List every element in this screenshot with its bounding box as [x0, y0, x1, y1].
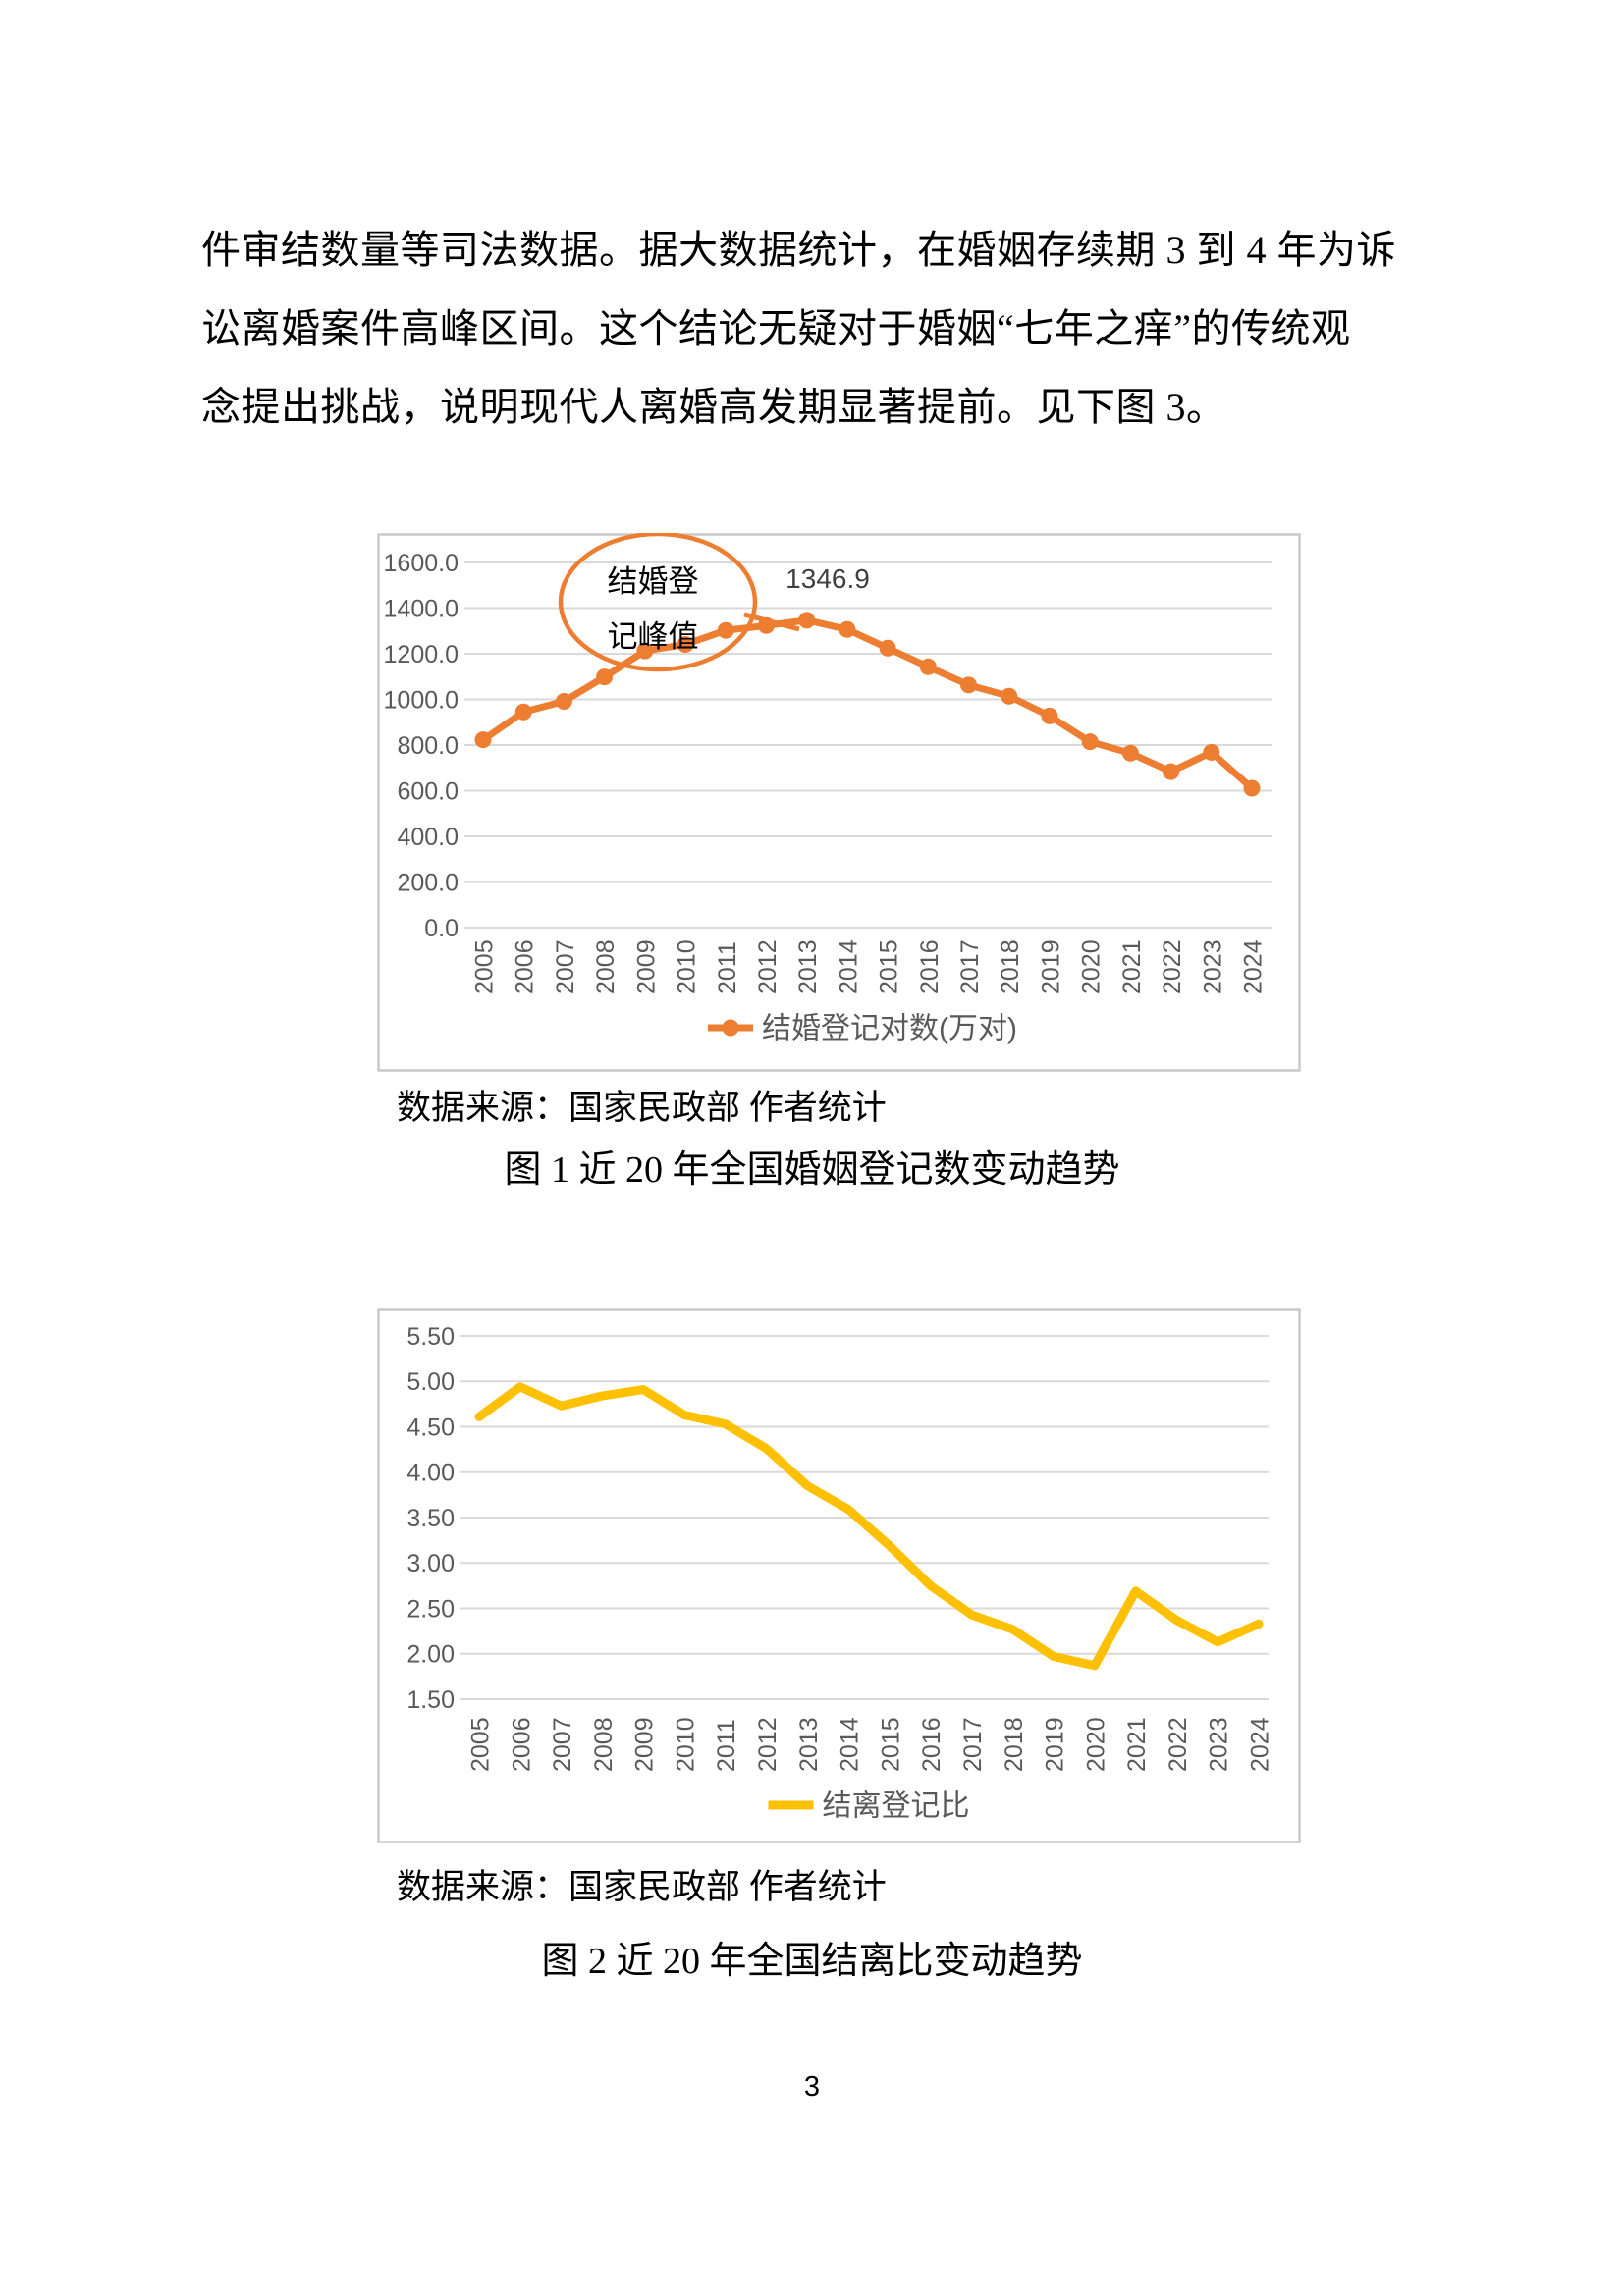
- gridlines: [464, 561, 1272, 929]
- svg-text:2011: 2011: [713, 1719, 740, 1772]
- annotation-text: 记峰值: [608, 619, 699, 654]
- svg-text:1400.0: 1400.0: [384, 595, 459, 622]
- svg-text:2019: 2019: [1042, 1717, 1069, 1772]
- svg-text:600.0: 600.0: [397, 777, 459, 805]
- svg-text:5.50: 5.50: [406, 1323, 455, 1351]
- svg-text:2015: 2015: [876, 939, 903, 994]
- svg-text:2013: 2013: [795, 1717, 823, 1772]
- peak-value-label: 1346.9: [785, 563, 870, 594]
- svg-text:2022: 2022: [1159, 939, 1186, 994]
- paragraph-line: 念提出挑战，说明现代人离婚高发期显著提前。见下图 3。: [201, 385, 1226, 429]
- paragraph-line: 讼离婚案件高峰区间。这个结论无疑对于婚姻“七年之痒”的传统观: [201, 306, 1351, 350]
- page-number: 3: [803, 2071, 821, 2103]
- svg-text:2008: 2008: [592, 939, 620, 994]
- svg-text:2.50: 2.50: [406, 1595, 455, 1623]
- svg-text:2014: 2014: [837, 1717, 864, 1772]
- svg-text:2013: 2013: [794, 939, 822, 994]
- svg-text:2009: 2009: [631, 1717, 659, 1772]
- svg-text:2024: 2024: [1240, 939, 1268, 994]
- figure2-chart-box: 1.50 2.00 2.50 3.00 3.50 4.00 4.50 5.00 5.50 2005…: [377, 1308, 1301, 1843]
- svg-text:2007: 2007: [549, 1717, 576, 1772]
- svg-text:1.50: 1.50: [406, 1686, 455, 1714]
- legend-label: 结离登记比: [823, 1790, 970, 1823]
- svg-text:2016: 2016: [916, 939, 944, 994]
- figure1-caption: 图 1 近 20 年全国婚姻登记数变动趋势: [504, 1149, 1120, 1191]
- svg-text:2014: 2014: [835, 939, 862, 994]
- figure2-caption: 图 2 近 20 年全国结离比变动趋势: [541, 1941, 1083, 1982]
- svg-text:2005: 2005: [467, 1717, 495, 1772]
- svg-text:2017: 2017: [956, 939, 984, 994]
- svg-text:2021: 2021: [1123, 1717, 1151, 1772]
- chart-border: [377, 1308, 1301, 1843]
- y-axis-labels: 0.0 200.0 400.0 600.0 800.0 1000.0 1200.0 1400.…: [384, 550, 459, 942]
- svg-text:2023: 2023: [1199, 939, 1226, 994]
- svg-text:0.0: 0.0: [424, 915, 459, 942]
- svg-text:2021: 2021: [1118, 939, 1146, 994]
- svg-text:3.50: 3.50: [406, 1505, 455, 1532]
- svg-text:1600.0: 1600.0: [384, 550, 459, 577]
- svg-text:400.0: 400.0: [397, 824, 459, 851]
- annotation-ellipse: [558, 533, 758, 672]
- svg-text:2010: 2010: [672, 1717, 699, 1772]
- svg-text:3.00: 3.00: [406, 1550, 455, 1577]
- svg-text:2020: 2020: [1078, 939, 1106, 994]
- figure2-source-note: 数据来源：国家民政部 作者统计: [397, 1868, 887, 1906]
- annotation-callout-line: [743, 612, 800, 632]
- data-line: [474, 1382, 1264, 1671]
- y-axis-labels: 1.50 2.00 2.50 3.00 3.50 4.00 4.50 5.00 5.50: [406, 1323, 455, 1714]
- paragraph-line: 件审结数量等司法数据。据大数据统计，在婚姻存续期 3 到 4 年为诉: [201, 228, 1396, 272]
- svg-text:5.00: 5.00: [406, 1368, 455, 1396]
- svg-text:4.50: 4.50: [406, 1414, 455, 1441]
- svg-text:2.00: 2.00: [406, 1641, 455, 1669]
- svg-text:2016: 2016: [918, 1717, 946, 1772]
- svg-text:2005: 2005: [471, 939, 499, 994]
- svg-text:4.00: 4.00: [406, 1460, 455, 1487]
- svg-text:2010: 2010: [674, 939, 701, 994]
- svg-text:2019: 2019: [1037, 939, 1064, 994]
- svg-text:2011: 2011: [714, 941, 741, 994]
- svg-text:2015: 2015: [877, 1717, 904, 1772]
- marriage-registrations-line-chart: 0.0 200.0 400.0 600.0 800.0 1000.0 1200.0 1400.…: [377, 533, 1301, 1072]
- svg-text:2018: 2018: [997, 939, 1024, 994]
- svg-text:2024: 2024: [1247, 1717, 1274, 1772]
- svg-text:2022: 2022: [1164, 1717, 1192, 1772]
- legend: 结婚登记对数(万对): [708, 1013, 1017, 1045]
- svg-text:2023: 2023: [1206, 1717, 1233, 1772]
- legend: 结离登记比: [768, 1790, 970, 1823]
- data-point-markers: [474, 612, 1261, 797]
- svg-text:2008: 2008: [590, 1717, 618, 1772]
- svg-text:2007: 2007: [552, 939, 579, 994]
- x-axis-labels: 2005 2006 2007 2008 2009 2010 2011 2012 2013 2014…: [467, 1717, 1274, 1772]
- svg-text:1200.0: 1200.0: [384, 641, 459, 668]
- svg-text:2006: 2006: [508, 1717, 535, 1772]
- svg-text:1000.0: 1000.0: [384, 686, 459, 714]
- svg-text:200.0: 200.0: [397, 869, 459, 896]
- chart-border: [377, 533, 1301, 1072]
- svg-text:800.0: 800.0: [397, 732, 459, 760]
- svg-text:2018: 2018: [1001, 1717, 1028, 1772]
- svg-text:2012: 2012: [754, 1717, 782, 1772]
- legend-marker-swatch: [722, 1019, 739, 1037]
- x-axis-labels: 2005 2006 2007 2008 2009 2010 2011 2012 2013 2014…: [471, 939, 1268, 994]
- marriage-divorce-ratio-line-chart: 1.50 2.00 2.50 3.00 3.50 4.00 4.50 5.00 5.50 2005…: [377, 1308, 1301, 1843]
- legend-label: 结婚登记对数(万对): [762, 1013, 1017, 1045]
- svg-text:2017: 2017: [959, 1717, 987, 1772]
- svg-text:2012: 2012: [754, 939, 782, 994]
- svg-text:2020: 2020: [1082, 1717, 1110, 1772]
- figure1-source-note: 数据来源：国家民政部 作者统计: [397, 1089, 887, 1127]
- body-paragraph: 件审结数量等司法数据。据大数据统计，在婚姻存续期 3 到 4 年为诉 讼离婚案件…: [201, 211, 1434, 447]
- svg-text:2006: 2006: [512, 939, 539, 994]
- annotation-text: 结婚登: [608, 564, 699, 599]
- figure1-chart-box: 0.0 200.0 400.0 600.0 800.0 1000.0 1200.0 1400.…: [377, 533, 1301, 1072]
- svg-text:2009: 2009: [632, 939, 660, 994]
- gridlines: [460, 1335, 1269, 1700]
